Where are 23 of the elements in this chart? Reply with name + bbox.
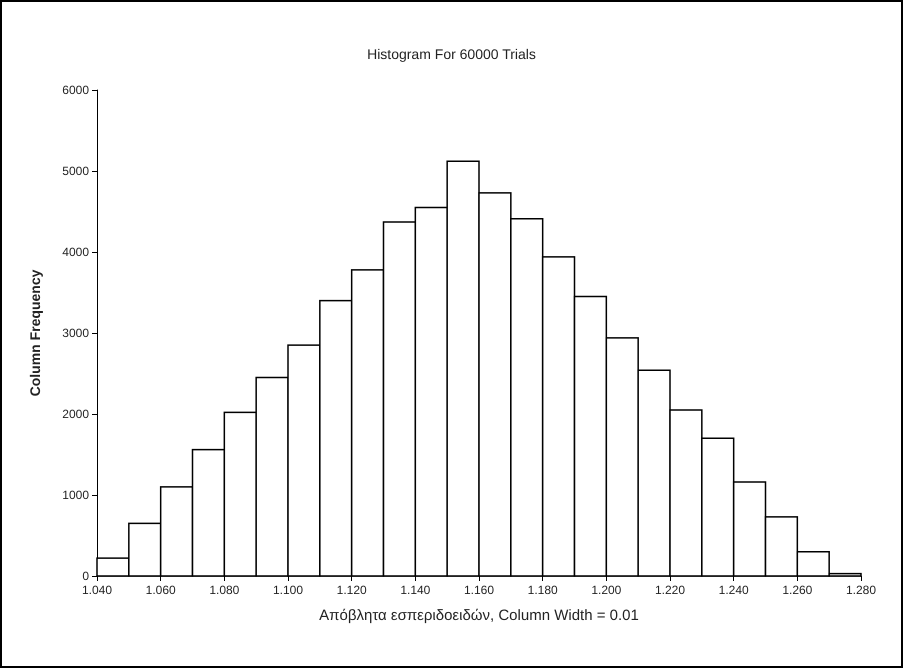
x-axis-title: Απόβλητα εσπεριδοειδών, Column Width = 0.01 xyxy=(319,607,639,624)
y-tick-label: 5000 xyxy=(62,164,90,178)
x-tick-label: 1.220 xyxy=(654,583,686,597)
x-tick-label: 1.120 xyxy=(336,583,368,597)
y-tick-label: 3000 xyxy=(62,326,90,340)
y-tick-label: 0 xyxy=(82,569,90,583)
x-tick-label: 1.100 xyxy=(272,583,304,597)
y-tick-label: 1000 xyxy=(62,488,90,502)
x-tick-label: 1.080 xyxy=(209,583,240,597)
x-tick-label: 1.200 xyxy=(591,583,622,597)
y-tick-label: 4000 xyxy=(62,245,90,259)
y-tick-label: 2000 xyxy=(62,407,90,421)
x-tick-label: 1.140 xyxy=(400,583,431,597)
y-axis-title: Column Frequency xyxy=(27,269,43,396)
x-tick-label: 1.180 xyxy=(528,583,558,597)
chart-title: Histogram For 60000 Trials xyxy=(367,46,536,62)
x-tick-label: 1.060 xyxy=(146,583,176,597)
x-tick-label: 1.160 xyxy=(464,583,494,597)
x-tick-label: 1.260 xyxy=(782,583,813,597)
y-tick-label: 6000 xyxy=(62,83,90,97)
x-tick-label: 1.040 xyxy=(82,583,112,597)
x-tick-label: 1.280 xyxy=(846,583,876,597)
x-tick-label: 1.240 xyxy=(718,583,750,597)
